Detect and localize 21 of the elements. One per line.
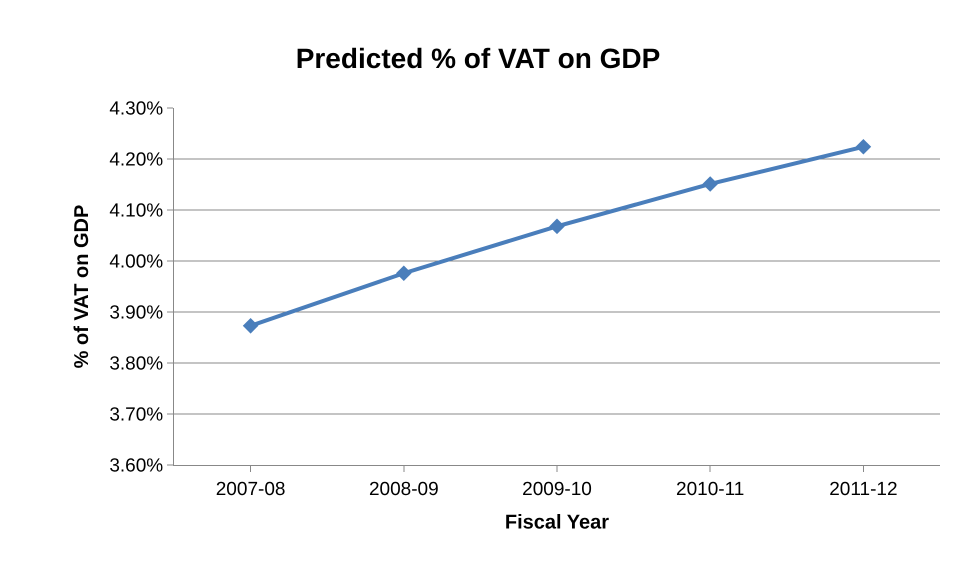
x-tick-label: 2011-12 — [829, 478, 898, 500]
y-tick-label: 4.00% — [109, 252, 164, 273]
x-tick-label: 2007-08 — [216, 478, 286, 500]
x-tick-label: 2009-10 — [522, 478, 592, 500]
y-tick-label: 3.80% — [109, 354, 164, 375]
x-tick-label: 2010-11 — [676, 478, 744, 500]
chart-title: Predicted % of VAT on GDP — [296, 43, 660, 74]
y-tick-label: 3.60% — [109, 456, 164, 477]
point — [242, 318, 258, 334]
point — [856, 138, 872, 155]
y-tick-label: 4.30% — [109, 98, 164, 120]
point — [549, 218, 565, 234]
point — [396, 265, 412, 282]
y-axis-title: % of VAT on GDP — [70, 204, 93, 368]
x-tick-label: 2008-09 — [368, 478, 439, 500]
y-tick-label: 3.90% — [109, 302, 164, 324]
y-tick-label: 3.70% — [109, 404, 164, 426]
x-axis-title: Fiscal Year — [504, 511, 610, 534]
y-tick-label: 4.10% — [109, 200, 164, 222]
point — [702, 176, 718, 192]
y-tick-label: 4.20% — [109, 150, 164, 171]
